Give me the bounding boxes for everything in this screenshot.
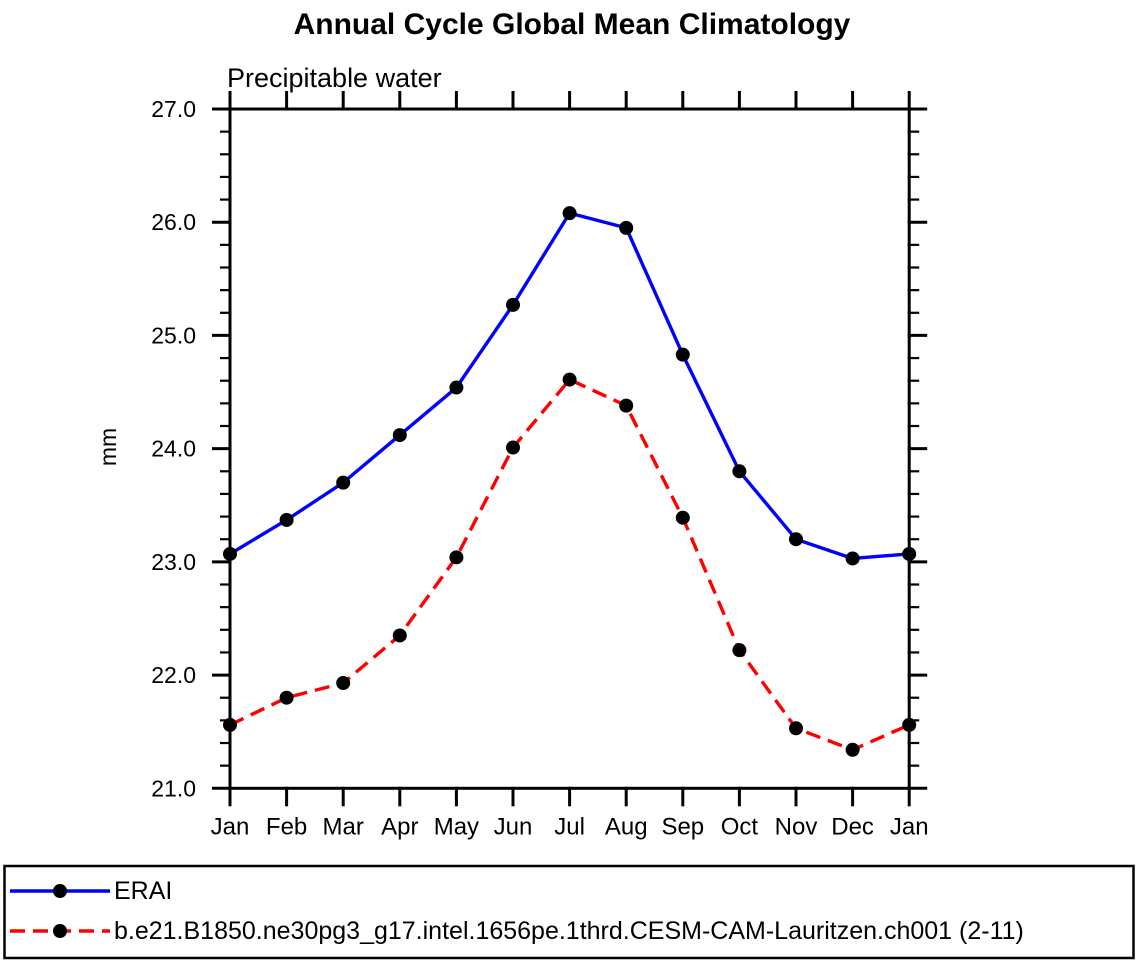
data-point-0 — [675, 347, 690, 362]
axes: Jan Feb Mar Apr May Jun Jul Aug Sep Oct Nov Dec Jan 2… — [151, 91, 929, 840]
x-tick-label: Oct — [721, 813, 759, 840]
legend: ERAI b.e21.B1850.ne30pg3_g17.intel.1656p… — [3, 864, 1135, 960]
series-group — [223, 206, 917, 757]
data-point-1 — [392, 628, 407, 643]
data-point-0 — [336, 475, 351, 490]
x-tick-label: Feb — [266, 813, 307, 840]
data-point-0 — [279, 512, 294, 527]
data-point-0 — [845, 551, 860, 566]
x-tick-label: Apr — [381, 813, 418, 840]
legend-marker-1 — [53, 924, 67, 938]
y-tick-label: 27.0 — [151, 96, 196, 122]
data-point-1 — [902, 717, 917, 732]
y-tick-label: 26.0 — [151, 209, 196, 235]
x-tick-label: May — [434, 813, 479, 840]
y-tick-label: 24.0 — [151, 436, 196, 462]
data-point-0 — [392, 428, 407, 443]
data-point-1 — [845, 742, 860, 757]
y-axis-label: mm — [95, 428, 121, 466]
x-tick-label: Nov — [775, 813, 818, 840]
y-tick-label: 23.0 — [151, 549, 196, 575]
data-point-1 — [223, 717, 237, 732]
x-tick-label: Aug — [605, 813, 648, 840]
x-tick-label: Jan — [890, 813, 929, 840]
x-tick-label: Jan — [211, 813, 250, 840]
x-tick-label: Mar — [323, 813, 364, 840]
x-tick-label: Jul — [554, 813, 585, 840]
legend-marker-0 — [53, 884, 67, 898]
x-tick-label: Jun — [494, 813, 533, 840]
data-point-1 — [732, 643, 747, 658]
legend-label-0: ERAI — [114, 877, 172, 905]
chart-subtitle: Precipitable water — [227, 63, 442, 93]
chart-title: Annual Cycle Global Mean Climatology — [294, 8, 851, 41]
data-point-1 — [279, 690, 294, 705]
data-point-0 — [732, 464, 747, 479]
x-tick-label: Dec — [831, 813, 874, 840]
data-point-0 — [789, 532, 803, 547]
data-point-1 — [449, 550, 464, 565]
data-point-1 — [619, 398, 634, 413]
data-point-1 — [675, 510, 690, 525]
y-tick-label: 25.0 — [151, 322, 196, 348]
y-tick-label: 21.0 — [151, 775, 196, 801]
data-point-0 — [223, 546, 237, 561]
series-line-1 — [229, 377, 910, 752]
x-tick-label: Sep — [661, 813, 704, 840]
data-point-1 — [336, 676, 351, 691]
data-point-1 — [562, 372, 577, 387]
data-point-0 — [449, 380, 464, 395]
data-point-0 — [562, 206, 577, 221]
data-point-0 — [506, 297, 520, 312]
y-tick-label: 22.0 — [151, 662, 196, 688]
legend-box — [3, 864, 1135, 960]
legend-label-1: b.e21.B1850.ne30pg3_g17.intel.1656pe.1th… — [114, 917, 1024, 945]
data-point-0 — [902, 546, 917, 561]
data-point-0 — [619, 220, 634, 235]
data-point-1 — [789, 721, 803, 736]
data-point-1 — [506, 440, 520, 455]
